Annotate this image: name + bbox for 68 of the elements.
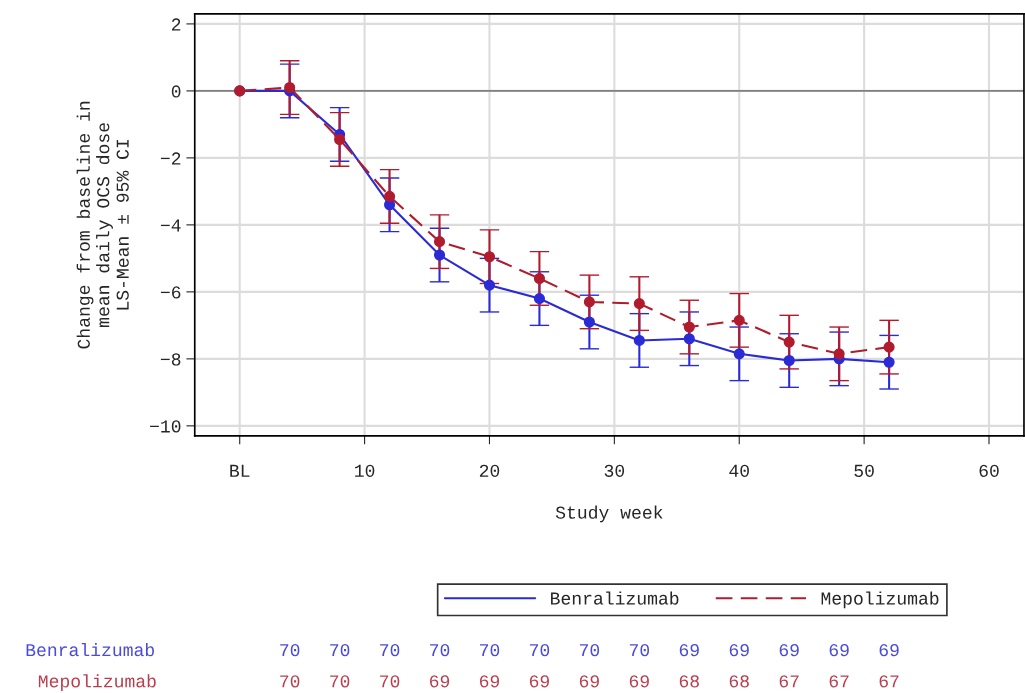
point <box>583 316 595 328</box>
point <box>783 336 795 348</box>
text: Mepolizumab <box>38 674 156 692</box>
text: 69 <box>430 675 450 688</box>
text: 70 <box>330 644 350 657</box>
point <box>783 354 795 367</box>
text: 70 <box>480 644 500 657</box>
point <box>833 348 845 360</box>
y-tick-label: 2 <box>171 18 181 31</box>
text: 69 <box>879 644 899 657</box>
text: 70 <box>629 644 650 657</box>
point <box>533 272 545 285</box>
text: 67 <box>779 675 799 688</box>
text: 70 <box>380 675 400 688</box>
point <box>633 298 645 310</box>
x-tick-label: 60 <box>979 464 999 477</box>
y-tick-label: 0 <box>171 85 181 98</box>
point <box>433 236 446 248</box>
point <box>883 341 895 353</box>
text: 70 <box>330 675 350 688</box>
point <box>583 296 595 308</box>
text: 67 <box>879 675 899 688</box>
x-tick-label: 40 <box>729 464 749 477</box>
x-tick-label: BL <box>230 464 250 477</box>
x-axis-title: Study week <box>555 505 663 523</box>
point <box>733 314 745 326</box>
point <box>733 348 745 360</box>
text: 69 <box>679 644 699 657</box>
point <box>633 334 645 346</box>
text: Benralizumab <box>26 643 154 657</box>
point <box>883 356 895 368</box>
text: 68 <box>679 675 699 688</box>
x-tick-label: 20 <box>479 464 500 477</box>
y-tick-label: −4 <box>160 219 181 232</box>
text: 70 <box>579 644 600 657</box>
y-tick-label: −6 <box>160 286 181 299</box>
point <box>483 251 496 263</box>
text: 69 <box>479 675 500 688</box>
text: 69 <box>579 675 599 688</box>
point <box>433 249 446 261</box>
text: 70 <box>430 644 450 657</box>
point <box>533 293 545 305</box>
y-axis-title: Change from baseline in mean daily OCS dose LS-Mean ± 95% CI <box>76 101 129 349</box>
point <box>284 81 296 94</box>
text: 69 <box>629 675 649 688</box>
legend-label: Mepolizumab <box>821 591 939 609</box>
text: 70 <box>280 675 300 688</box>
text: 67 <box>829 675 849 688</box>
text: 69 <box>829 644 849 657</box>
point <box>683 321 695 333</box>
y-tick-label: −2 <box>160 152 181 165</box>
text: 68 <box>729 675 749 688</box>
y-tick-label: −10 <box>150 420 181 433</box>
text: 69 <box>779 644 799 657</box>
text: 70 <box>280 644 300 657</box>
x-tick-label: 50 <box>854 464 874 477</box>
y-tick-label: −8 <box>160 353 181 366</box>
x-tick-label: 30 <box>604 464 625 477</box>
x-tick-label: 10 <box>355 464 375 477</box>
point <box>384 190 396 202</box>
point <box>483 279 496 291</box>
text: 69 <box>729 644 749 657</box>
text: 70 <box>529 644 550 657</box>
point <box>334 133 346 146</box>
legend-label: Benralizumab <box>551 591 679 605</box>
point <box>683 333 695 345</box>
text: 69 <box>529 675 550 688</box>
text: 70 <box>380 644 400 657</box>
